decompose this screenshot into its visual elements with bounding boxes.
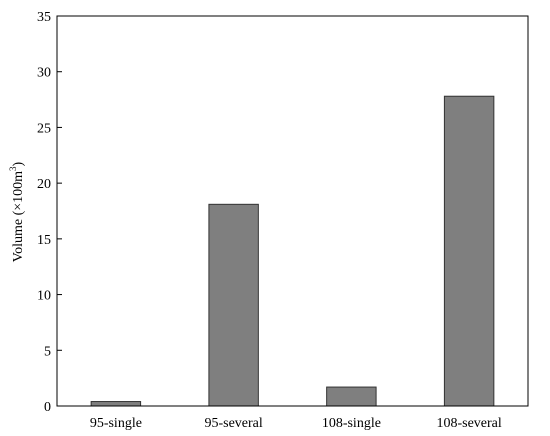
x-tick-label: 108-single [322,416,381,431]
bar-108-several [443,95,495,407]
y-tick-label: 5 [44,344,51,359]
y-tick-label: 15 [37,233,51,248]
y-axis-ticks: 0 5 10 15 20 25 30 35 [37,10,62,415]
x-tick-label: 108-several [436,416,501,431]
y-axis-label-superscript: 3 [8,166,18,171]
y-tick-label: 25 [37,121,51,136]
x-axis-ticks: 95-single 95-several 108-single 108-several [90,416,502,431]
plot-frame [56,15,529,407]
y-axis-label: Volume (×100m3) [8,161,26,262]
bar-95-single [90,401,142,407]
y-axis-label-close: ) [11,161,26,166]
y-axis-label-main: Volume (×100m [11,171,26,262]
y-tick-label: 35 [37,10,51,25]
bar-95-several [208,203,259,407]
x-tick-label: 95-several [204,416,262,431]
bar-108-single [326,386,377,407]
y-tick-label: 0 [44,400,51,415]
y-tick-label: 20 [37,177,51,192]
bars [90,95,495,407]
y-tick-label: 30 [37,66,51,81]
x-tick-label: 95-single [90,416,142,431]
y-tick-label: 10 [37,289,51,304]
y-axis-title: Volume (×100m3) [8,161,26,262]
